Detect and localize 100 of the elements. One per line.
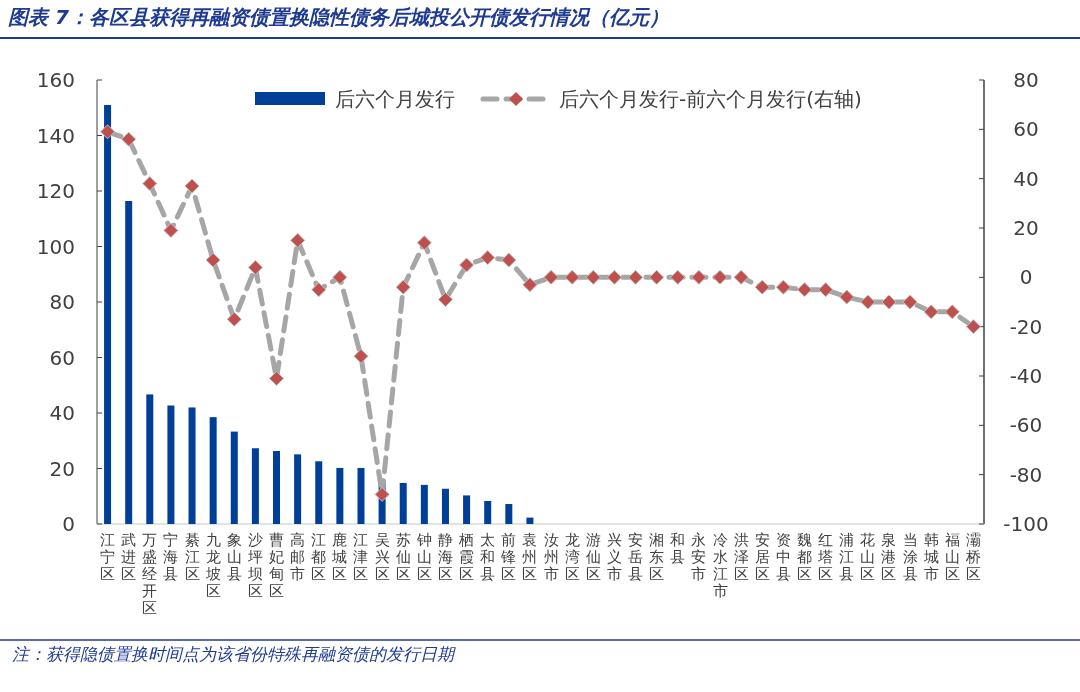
x-tick-label: 九龙坡区	[204, 531, 221, 600]
text: 注：获得隐债置换时间点为该省份特殊再融资债的发行日期	[12, 644, 456, 664]
point	[628, 269, 644, 285]
x-tick-label: 冷水江市	[712, 531, 728, 600]
x-tick-label: 游仙区	[585, 531, 601, 583]
y2-tick-label: -80	[1009, 462, 1043, 487]
y2-tick-label: -40	[1009, 364, 1043, 388]
point	[184, 178, 200, 194]
y-tick-label: 20	[49, 456, 75, 481]
x-tick-label: 袁州区	[522, 531, 538, 583]
x-tick-label: 象山县	[226, 531, 242, 583]
point	[965, 319, 981, 335]
x-tick-label: 泉港区	[881, 531, 897, 583]
y-tick-label: 0	[62, 512, 75, 536]
y-tick-label: 40	[49, 401, 75, 425]
point	[712, 269, 728, 285]
x-tick-label: 前锋区	[500, 531, 517, 583]
y-tick-label: 80	[49, 290, 75, 314]
x-tick-label: 安岳县	[628, 531, 644, 583]
point	[606, 269, 622, 285]
y-tick-label: 60	[49, 345, 75, 370]
point	[501, 252, 517, 268]
point	[247, 259, 263, 275]
point	[670, 269, 686, 285]
point	[585, 269, 601, 285]
x-tick-label: 沙坪坝区	[246, 531, 263, 600]
point	[923, 304, 939, 320]
point	[205, 252, 221, 268]
x-tick-label: 兴义市	[606, 531, 622, 583]
x-tick-label: 鹿城区	[331, 531, 348, 583]
bar	[357, 467, 365, 524]
y-tick-label: 100	[36, 234, 75, 259]
x-tick-label: 高邮市	[290, 531, 306, 583]
point	[796, 282, 812, 298]
bar	[273, 451, 281, 524]
y2-tick-label: 80	[1013, 68, 1039, 92]
bar	[336, 467, 344, 524]
x-tick-label: 江宁区	[100, 531, 116, 583]
point	[142, 176, 158, 192]
bar	[125, 200, 133, 524]
bar	[441, 488, 449, 524]
point	[818, 282, 834, 298]
point	[775, 279, 791, 295]
point	[944, 304, 960, 320]
legend-label: 后六个月发行-前六个月发行(右轴)	[559, 87, 862, 111]
x-tick-label: 苏仙区	[395, 531, 411, 583]
x-tick-label: 魏都区	[796, 531, 812, 583]
point	[860, 294, 876, 310]
x-tick-label: 栖霞区	[458, 531, 475, 583]
x-tick-label: 湘东区	[649, 531, 665, 583]
bar	[505, 504, 513, 524]
point	[311, 282, 327, 298]
x-tick-label: 花山区	[860, 531, 876, 583]
legend-label: 后六个月发行	[335, 87, 455, 111]
y2-tick-label: -20	[1009, 314, 1043, 339]
x-tick-label: 灞桥区	[964, 531, 981, 583]
x-tick-label: 武进区	[121, 531, 137, 583]
x-tick-label: 曹妃甸区	[269, 531, 285, 600]
y-tick-label: 140	[36, 123, 75, 148]
y2-tick-label: 40	[1013, 166, 1039, 191]
x-tick-label: 永安市	[691, 531, 707, 583]
point	[564, 269, 580, 285]
x-tick-label: 红塔区	[817, 531, 834, 583]
bar	[484, 500, 492, 524]
x-tick-label: 宁海县	[163, 531, 179, 583]
point	[733, 269, 749, 285]
point	[269, 370, 285, 386]
x-tick-label: 太和县	[480, 531, 496, 583]
x-tick-label: 福山区	[944, 531, 960, 583]
x-tick-label: 当涂县	[902, 531, 918, 583]
bar	[526, 517, 534, 524]
bar	[463, 495, 471, 524]
point	[649, 269, 665, 285]
point	[374, 486, 390, 502]
point	[163, 222, 179, 238]
bar	[399, 482, 407, 524]
x-tick-label: 浦江县	[839, 531, 855, 583]
point	[522, 277, 538, 293]
x-tick-label: 龙湾区	[564, 531, 580, 583]
bar	[251, 448, 259, 524]
point	[226, 311, 242, 327]
y-tick-label: 120	[36, 179, 75, 203]
bar	[230, 431, 238, 524]
point	[691, 269, 707, 285]
y2-tick-label: 60	[1013, 117, 1039, 142]
point	[437, 292, 453, 308]
bar	[315, 461, 323, 524]
point	[100, 124, 116, 140]
point	[121, 131, 137, 147]
point	[353, 348, 369, 364]
bar	[209, 417, 217, 524]
bar	[188, 407, 196, 524]
bar	[294, 454, 302, 524]
point	[459, 257, 475, 273]
bar	[146, 394, 154, 524]
y2-tick-label: 0	[1019, 265, 1033, 290]
point	[395, 279, 411, 295]
point	[839, 289, 855, 305]
point	[754, 279, 770, 295]
point	[416, 235, 432, 251]
